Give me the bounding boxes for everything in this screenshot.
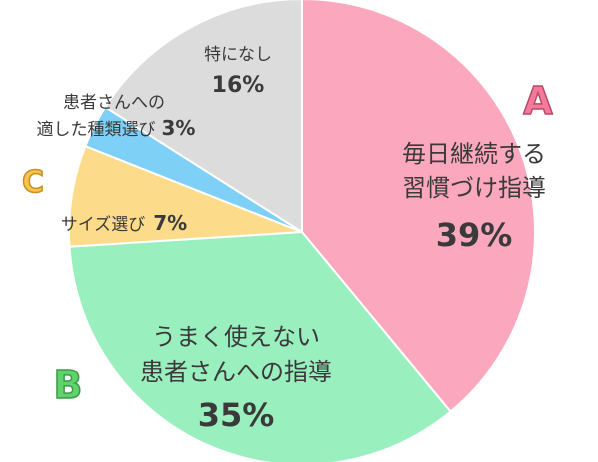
pie-slice-e [103, 0, 303, 234]
slice-label-e: 特になし [204, 45, 272, 65]
slice-percent-d: 3% [162, 116, 196, 140]
badge-c: C [22, 165, 44, 200]
badge-b: B [54, 363, 83, 407]
slice-label-c: サイズ選び 7% [61, 211, 187, 235]
slice-label-d-line2: 適した種類選び 3% [37, 116, 196, 140]
badge-a: A [523, 79, 553, 123]
pie-slices [68, 0, 536, 462]
slice-percent-c: 7% [153, 211, 187, 235]
slice-label-b-line2: 患者さんへの指導 [140, 358, 332, 386]
slice-label-c-text: サイズ選び [61, 215, 146, 235]
slice-label-a-line1: 毎日継続する [402, 140, 546, 168]
slice-label-b-line1: うまく使えない [152, 323, 320, 351]
pie-slice-c [68, 144, 303, 248]
slice-label-d-line1: 患者さんへの [63, 93, 165, 113]
slice-label-a-line2: 習慣づけ指導 [402, 174, 546, 202]
slice-label-d-text: 適した種類選び [37, 120, 156, 140]
slice-percent-b: 35% [198, 396, 275, 434]
pie-slice-a [301, 0, 536, 413]
pie-slice-b [68, 230, 452, 462]
slice-percent-e: 16% [212, 73, 265, 98]
slice-percent-a: 39% [436, 216, 513, 254]
